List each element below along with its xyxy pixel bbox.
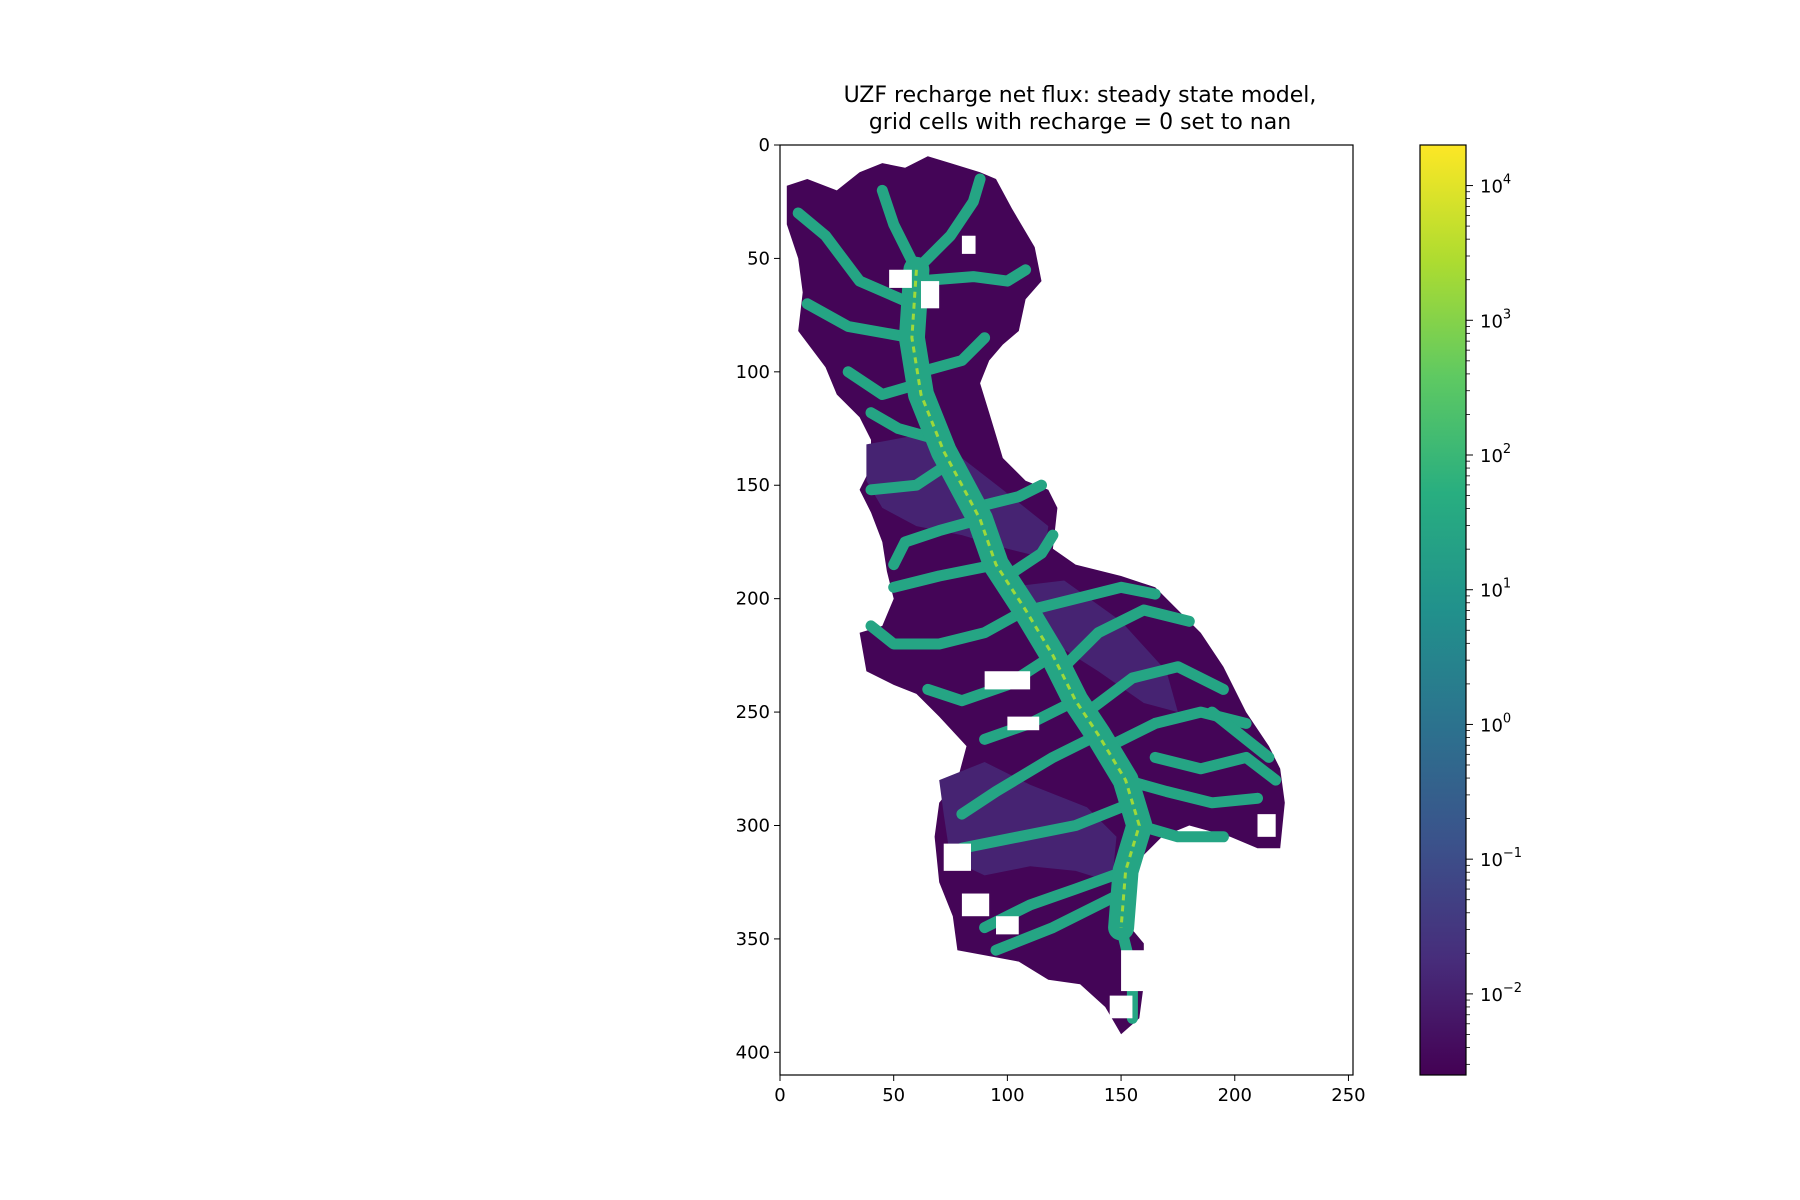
stream-segment-23 <box>1133 820 1229 843</box>
y-tick-label-200: 200 <box>736 589 770 610</box>
stream-segment-12 <box>1001 529 1059 582</box>
y-tick-label-0: 0 <box>759 135 770 156</box>
nan-patch-1 <box>920 281 940 309</box>
stream-segment-15 <box>922 649 1059 707</box>
stream-segment-25 <box>990 888 1127 956</box>
x-tick-label-0: 0 <box>774 1085 785 1106</box>
stream-segment-4 <box>910 264 1032 287</box>
stream-segment-18 <box>1081 661 1229 718</box>
colorbar-tick-exponent: 1 <box>1503 577 1511 592</box>
stream-segment-9 <box>888 513 986 571</box>
stream-segment-14 <box>1024 581 1161 616</box>
colorbar-tick-exponent: 2 <box>1503 442 1511 457</box>
x-tick-label-100: 100 <box>990 1085 1024 1106</box>
x-tick-label-200: 200 <box>1218 1085 1252 1106</box>
axes-layer: 0 50 100 150 200 250 0 50 100 150 200 250 300 350 400 <box>736 135 1366 1106</box>
y-tick-label-50: 50 <box>747 248 770 269</box>
stream-segment-19 <box>956 729 1104 820</box>
colorbar-tick-label-4: 104 <box>1480 173 1511 198</box>
y-tick-label-350: 350 <box>736 929 770 950</box>
stream-segment-6 <box>915 332 991 378</box>
chart-title-line-2: grid cells with recharge = 0 set to nan <box>868 110 1292 135</box>
stream-segment-2 <box>792 207 918 310</box>
y-tick-label-150: 150 <box>736 475 770 496</box>
colorbar-tick-exponent: 0 <box>1503 711 1511 726</box>
stream-segment-11 <box>888 559 1002 593</box>
heatmap-layer <box>786 156 1285 1035</box>
colorbar-tick-label-−1: 10−1 <box>1480 846 1522 871</box>
stream-segment-27 <box>1149 751 1282 786</box>
lowland-zone-1 <box>939 762 1117 883</box>
nan-patch-5 <box>1121 950 1149 992</box>
y-tick-label-400: 400 <box>736 1042 770 1063</box>
colorbar-tick-exponent: 4 <box>1503 173 1511 188</box>
nan-patch-9 <box>1257 814 1276 837</box>
colorbar-tick-label-1: 101 <box>1480 577 1511 602</box>
chart-title-line-1: UZF recharge net flux: steady state mode… <box>843 83 1317 108</box>
colorbar-tick-exponent: 3 <box>1503 307 1511 322</box>
stream-segment-13 <box>865 604 1032 650</box>
chart-title: UZF recharge net flux: steady state mode… <box>780 82 1380 136</box>
colorbar-tick-label-−2: 10−2 <box>1480 981 1522 1006</box>
stream-segment-21 <box>1120 774 1263 809</box>
stream-segment-28 <box>1206 706 1275 763</box>
colorbar-tick-label-0: 100 <box>1480 711 1511 736</box>
y-tick-label-100: 100 <box>736 362 770 383</box>
x-tick-label-250: 250 <box>1331 1085 1365 1106</box>
nan-patch-2 <box>961 235 976 254</box>
main-channel-core <box>910 269 1141 928</box>
nan-patch-6 <box>1109 995 1133 1019</box>
x-tick-label-150: 150 <box>1104 1085 1138 1106</box>
colorbar-tick-exponent: −1 <box>1503 846 1522 861</box>
nan-patch-4 <box>1007 716 1040 731</box>
nan-patch-0 <box>889 269 912 288</box>
stream-segment-16 <box>1058 604 1195 673</box>
stream-segment-3 <box>801 298 918 344</box>
nan-patch-10 <box>996 916 1019 935</box>
stream-segment-10 <box>967 479 1047 514</box>
y-tick-label-250: 250 <box>736 702 770 723</box>
nan-patch-3 <box>984 671 1031 690</box>
plot-frame <box>779 144 1354 1076</box>
x-tick-label-50: 50 <box>882 1085 905 1106</box>
stream-segment-22 <box>956 797 1138 854</box>
colorbar-tick-exponent: −2 <box>1503 981 1522 996</box>
colorbar-gradient <box>1419 144 1467 1076</box>
colorbar-tick-label-2: 102 <box>1480 442 1511 467</box>
nan-patch-7 <box>961 893 990 917</box>
colorbar-tick-label-3: 103 <box>1480 307 1511 332</box>
nan-patch-8 <box>943 843 971 871</box>
y-tick-label-300: 300 <box>736 815 770 836</box>
stream-segment-0 <box>876 184 922 276</box>
stream-segment-1 <box>910 173 986 276</box>
